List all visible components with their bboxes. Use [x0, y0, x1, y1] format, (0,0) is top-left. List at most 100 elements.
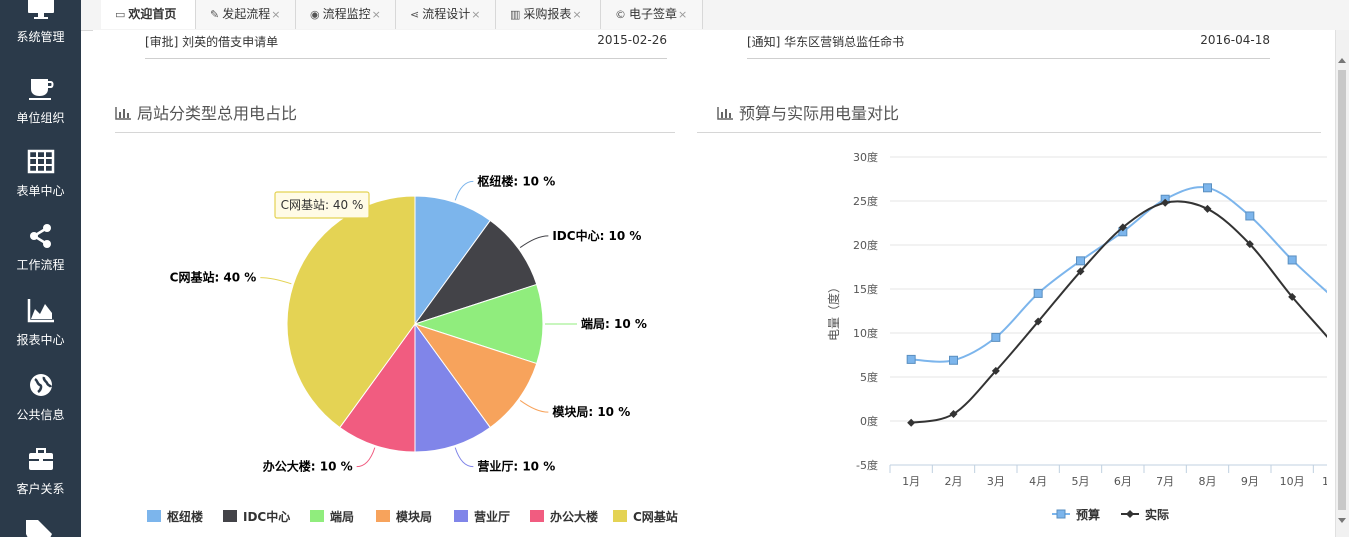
x-tick-label: 1月: [902, 475, 920, 488]
scroll-thumb[interactable]: [1338, 70, 1346, 510]
tag-icon[interactable]: [24, 518, 54, 537]
pie-connector: [260, 277, 292, 285]
data-point: [1076, 267, 1085, 276]
sidebar-item-reports[interactable]: 报表中心: [0, 297, 81, 348]
close-icon[interactable]: ×: [371, 8, 381, 21]
legend-swatch: [310, 510, 324, 522]
pie-legend-item[interactable]: 端局: [310, 509, 354, 524]
sidebar-item-org[interactable]: 单位组织: [0, 75, 81, 126]
close-icon[interactable]: ×: [678, 8, 688, 21]
legend-label: 预算: [1076, 507, 1100, 522]
x-tick-label: 5月: [1072, 475, 1090, 488]
tab-label: 流程设计: [422, 7, 471, 21]
sidebar-item-label: 工作流程: [16, 258, 65, 272]
pie-connector: [519, 400, 549, 413]
legend-label: 营业厅: [474, 509, 510, 524]
pie-legend-item[interactable]: 办公大楼: [530, 509, 598, 524]
close-icon[interactable]: ×: [271, 8, 281, 21]
tab-welcome[interactable]: ▭ 欢迎首页: [101, 0, 196, 29]
table-icon: [27, 149, 54, 174]
legend-label: 办公大楼: [550, 509, 598, 524]
legend-marker: [1056, 509, 1066, 519]
pie-legend-item[interactable]: 枢纽楼: [147, 509, 203, 524]
tab-purchase-report[interactable]: ▥ 采购报表×: [496, 0, 601, 29]
vertical-scrollbar[interactable]: [1335, 30, 1349, 537]
pie-slice: [339, 322, 416, 453]
data-point: [1161, 198, 1170, 207]
data-point: [907, 418, 916, 427]
pie-legend-item[interactable]: 模块局: [376, 509, 432, 524]
legend-label: C网基站: [633, 509, 678, 524]
tab-label: 采购报表: [523, 7, 572, 21]
pie-legend-item[interactable]: C网基站: [613, 509, 678, 524]
data-point: [1245, 240, 1254, 249]
legend-swatch: [530, 510, 544, 522]
x-tick-label: 9月: [1241, 475, 1259, 488]
data-point: [1245, 211, 1255, 221]
legend-swatch: [147, 510, 161, 522]
close-icon[interactable]: ×: [471, 8, 481, 21]
main-content: [审批] 刘英的借支申请单 2015-02-26 [通知] 华东区营销总监任命书…: [93, 30, 1336, 537]
legend-label: IDC中心: [243, 509, 290, 524]
scroll-down-icon[interactable]: [1338, 518, 1346, 523]
notice-title[interactable]: [审批] 刘英的借支申请单: [145, 35, 279, 49]
pie-connector: [454, 447, 474, 468]
share-icon: [29, 224, 51, 248]
briefcase-icon: [28, 448, 53, 470]
x-tick-label: 6月: [1114, 475, 1132, 488]
close-icon[interactable]: ×: [572, 8, 582, 21]
data-point: [1033, 288, 1043, 298]
data-point: [991, 332, 1001, 342]
legend-swatch: [223, 510, 237, 522]
list-item[interactable]: [审批] 刘英的借支申请单 2015-02-26: [145, 30, 667, 59]
x-tick-label: 3月: [987, 475, 1005, 488]
scroll-up-icon[interactable]: [1338, 58, 1346, 63]
sidebar-item-system[interactable]: 系统管理: [0, 0, 81, 45]
divider: [697, 132, 1321, 133]
tab-process-design[interactable]: ⋖ 流程设计×: [396, 0, 496, 29]
sidebar-item-label: 单位组织: [16, 111, 65, 125]
data-point: [1118, 223, 1127, 232]
list-item[interactable]: [通知] 华东区营销总监任命书 2016-04-18: [747, 30, 1270, 59]
pie-slice: [413, 283, 544, 365]
line-legend-item[interactable]: 预算: [1052, 507, 1100, 522]
sidebar-item-workflow[interactable]: 工作流程: [0, 222, 81, 273]
data-point: [949, 409, 958, 418]
x-tick-label: 4月: [1029, 475, 1047, 488]
legend-swatch: [454, 510, 468, 522]
legend-swatch: [613, 510, 627, 522]
data-point: [1034, 317, 1043, 326]
bar-chart-icon: ▥: [510, 8, 521, 21]
pie-legend-item[interactable]: 营业厅: [454, 509, 510, 524]
y-tick-label: 30度: [853, 150, 878, 164]
sidebar-item-public-info[interactable]: 公共信息: [0, 372, 81, 423]
pie-slice: [413, 219, 538, 325]
legend-label: 模块局: [396, 509, 432, 524]
legend-label: 枢纽楼: [167, 509, 203, 524]
data-point: [1203, 183, 1212, 193]
tab-process-monitor[interactable]: ◉ 流程监控×: [296, 0, 396, 29]
pie-connector: [519, 235, 549, 248]
tab-e-signature[interactable]: © 电子签章×: [601, 0, 703, 29]
pie-tooltip: C网基站: 40 %: [274, 191, 370, 219]
x-tick-label: 7月: [1156, 475, 1174, 488]
legend-label: 端局: [330, 509, 354, 524]
line-legend-item[interactable]: 实际: [1121, 507, 1169, 522]
sidebar-item-crm[interactable]: 客户关系: [0, 446, 81, 497]
pie-slice: [286, 195, 416, 429]
data-point: [1203, 204, 1212, 213]
monitor-icon: ▭: [115, 8, 126, 21]
pie-legend-item[interactable]: IDC中心: [223, 509, 290, 524]
tab-bar: ▭ 欢迎首页 ✎ 发起流程× ◉ 流程监控× ⋖ 流程设计× ▥ 采购报表× © 电子签章×: [81, 0, 1349, 31]
tab-label: 欢迎首页: [128, 7, 177, 21]
tab-start-process[interactable]: ✎ 发起流程×: [196, 0, 296, 29]
notice-title[interactable]: [通知] 华东区营销总监任命书: [747, 35, 905, 49]
x-tick-label: 10月: [1280, 475, 1305, 488]
data-point: [991, 366, 1000, 375]
divider: [115, 132, 675, 133]
sidebar-item-forms[interactable]: 表单中心: [0, 148, 81, 199]
y-axis-title: 电量（度）: [826, 281, 841, 341]
y-tick-label: 5度: [860, 370, 878, 384]
pie-panel-title: 局站分类型总用电占比: [115, 100, 297, 130]
y-tick-label: -5度: [856, 458, 878, 472]
